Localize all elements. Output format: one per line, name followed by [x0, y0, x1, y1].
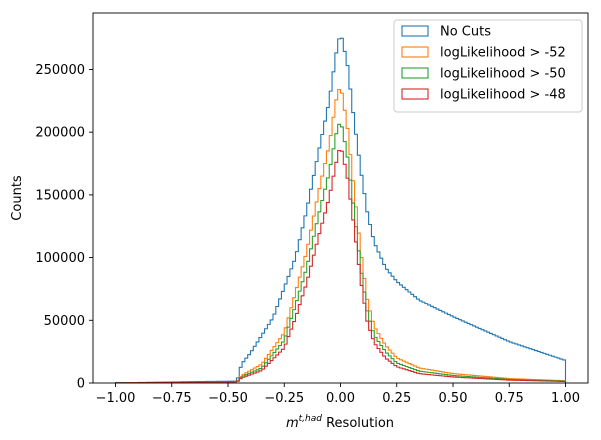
legend-swatch-2: [401, 67, 429, 79]
legend-swatch-3: [401, 88, 429, 100]
x-axis-ticks: −1.00 −0.75 −0.50 −0.25 0.00 0.25 0.50 0.75 1.00: [96, 383, 580, 406]
legend-label-2: logLikelihood > -50: [440, 67, 566, 82]
legend-swatch-0: [401, 25, 429, 37]
legend-label-3: logLikelihood > -48: [440, 88, 566, 103]
x-tick-label: 0.75: [495, 391, 524, 406]
x-tick-label: 1.00: [551, 391, 580, 406]
y-tick-label: 50000: [44, 314, 85, 329]
x-tick-label: −0.25: [264, 391, 304, 406]
y-axis-ticks: 0 50000 100000 150000 200000 250000: [35, 63, 93, 392]
x-axis-label: mt,had Resolution: [286, 414, 394, 431]
x-tick-label: −0.50: [208, 391, 248, 406]
series-layer: [114, 37, 567, 384]
series-line-1: [114, 89, 567, 384]
y-tick-label: 200000: [35, 126, 85, 141]
series-line-3: [114, 150, 567, 384]
x-tick-label: 0.25: [382, 391, 411, 406]
x-tick-label: −1.00: [96, 391, 136, 406]
x-tick-label: 0.50: [439, 391, 468, 406]
x-tick-label: 0.00: [326, 391, 355, 406]
x-tick-label: −0.75: [152, 391, 192, 406]
legend: No Cuts logLikelihood > -52 logLikelihood …: [393, 19, 583, 113]
y-tick-label: 100000: [35, 251, 85, 266]
y-tick-label: 150000: [35, 188, 85, 203]
legend-box: [393, 19, 583, 113]
series-line-2: [114, 123, 567, 384]
y-tick-label: 250000: [35, 63, 85, 78]
legend-swatch-1: [401, 46, 429, 58]
y-tick-label: 0: [77, 377, 85, 392]
legend-label-1: logLikelihood > -52: [440, 46, 566, 61]
y-axis-label: Counts: [10, 175, 25, 221]
legend-label-0: No Cuts: [440, 25, 491, 40]
